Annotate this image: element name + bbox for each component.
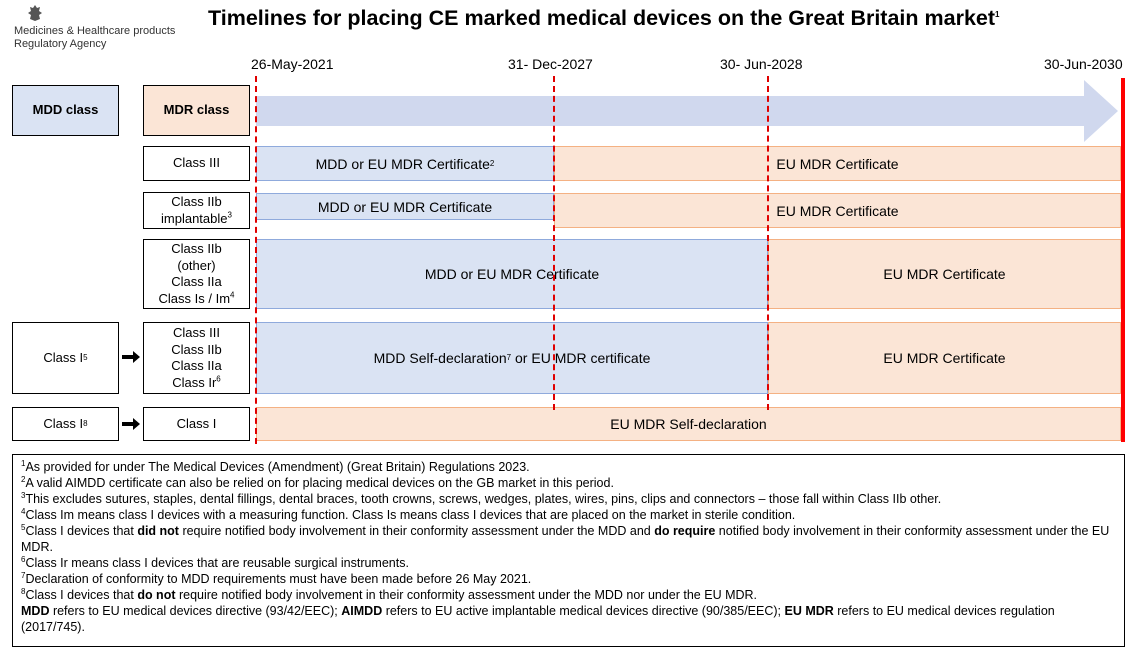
mdr-class-row2: Class IIb implantable3 <box>143 192 250 229</box>
milestone-line-2021 <box>255 76 257 444</box>
mdd-class-header: MDD class <box>12 85 119 136</box>
right-arrow-icon <box>122 418 140 430</box>
bar-row1-eu-mdr: EU MDR Certificate <box>554 146 1121 181</box>
bar-row1-transitional: MDD or EU MDR Certificate 2 <box>256 146 554 181</box>
date-label-3: 30- Jun-2028 <box>720 56 803 72</box>
bar-row4-transitional: MDD Self-declaration 7 or EU MDR certific… <box>256 322 768 394</box>
mdr-class-row5: Class I <box>143 407 250 441</box>
footnote-5: 5Class I devices that did not require no… <box>21 522 1110 554</box>
footnote-7: 7Declaration of conformity to MDD requir… <box>21 570 532 586</box>
footnote-3: 3This excludes sutures, staples, dental … <box>21 490 942 506</box>
bar-row2-eu-mdr: EU MDR Certificate <box>554 193 1121 228</box>
date-label-1: 26-May-2021 <box>251 56 334 72</box>
bar-row3-eu-mdr: EU MDR Certificate <box>768 239 1121 309</box>
footnote-4: 4Class Im means class I devices with a m… <box>21 506 796 522</box>
date-label-2: 31- Dec-2027 <box>508 56 593 72</box>
date-label-4: 30-Jun-2030 <box>1044 56 1123 72</box>
bar-row2-transitional: MDD or EU MDR Certificate <box>256 193 554 220</box>
footnotes-box: 1As provided for under The Medical Devic… <box>12 454 1125 647</box>
mdr-class-row1: Class III <box>143 146 250 181</box>
bar-row3-transitional: MDD or EU MDR Certificate <box>256 239 768 309</box>
crest-logo-icon <box>28 5 42 21</box>
milestone-line-2027 <box>553 76 555 410</box>
mdr-class-row3: Class IIb (other) Class IIa Class Is / I… <box>143 239 250 309</box>
end-line-2030 <box>1121 78 1125 442</box>
glossary: MDD refers to EU medical devices directi… <box>21 604 1055 634</box>
right-arrow-icon <box>122 351 140 363</box>
bar-row5-eu-mdr-self-declaration: EU MDR Self-declaration <box>256 407 1121 441</box>
footnote-6: 6Class Ir means class I devices that are… <box>21 554 409 570</box>
page-title: Timelines for placing CE marked medical … <box>208 6 1000 30</box>
organisation-name: Medicines & Healthcare products Regulato… <box>14 25 176 50</box>
bar-row4-eu-mdr: EU MDR Certificate <box>768 322 1121 394</box>
mdr-class-header: MDR class <box>143 85 250 136</box>
mdr-class-row4: Class III Class IIb Class IIa Class Ir6 <box>143 322 250 394</box>
milestone-line-2028 <box>767 76 769 410</box>
footnote-2: 2A valid AIMDD certificate can also be r… <box>21 474 614 490</box>
timeline-arrow <box>256 80 1118 142</box>
footnote-1: 1As provided for under The Medical Devic… <box>21 458 530 474</box>
footnote-8: 8Class I devices that do not require not… <box>21 586 758 602</box>
